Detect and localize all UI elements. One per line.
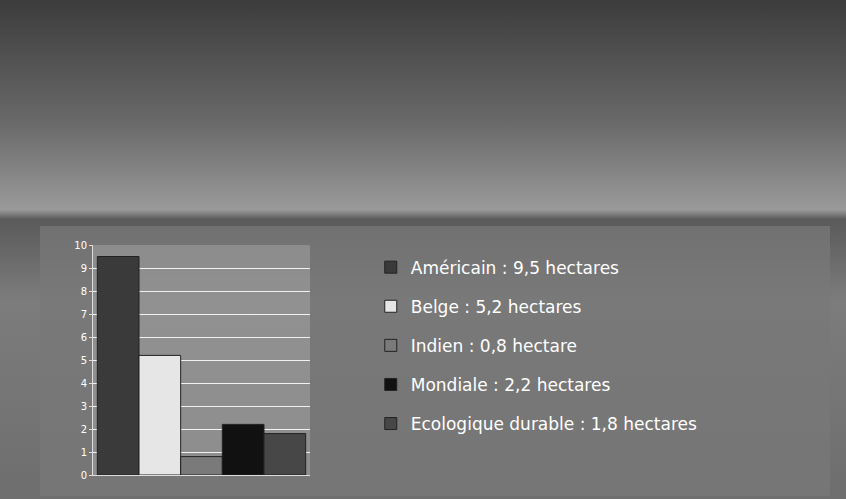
svg-text:Américain : 9,5 hectares: Américain : 9,5 hectares (411, 258, 619, 278)
svg-text:5: 5 (81, 355, 87, 366)
svg-text:1: 1 (81, 447, 87, 458)
svg-text:8: 8 (81, 286, 87, 297)
svg-text:9: 9 (81, 263, 87, 274)
svg-text:10: 10 (74, 240, 87, 251)
svg-text:Mondiale : 2,2 hectares: Mondiale : 2,2 hectares (411, 375, 611, 395)
svg-text:2: 2 (81, 424, 87, 435)
svg-text:6: 6 (81, 332, 87, 343)
svg-text:Indien : 0,8 hectare: Indien : 0,8 hectare (411, 336, 577, 356)
svg-text:4: 4 (81, 378, 87, 389)
svg-text:Ecologique durable : 1,8 hecta: Ecologique durable : 1,8 hectares (411, 414, 697, 434)
svg-text:0: 0 (81, 470, 87, 481)
svg-text:3: 3 (81, 401, 87, 412)
svg-text:Belge : 5,2 hectares: Belge : 5,2 hectares (411, 297, 582, 317)
svg-text:7: 7 (81, 309, 87, 320)
